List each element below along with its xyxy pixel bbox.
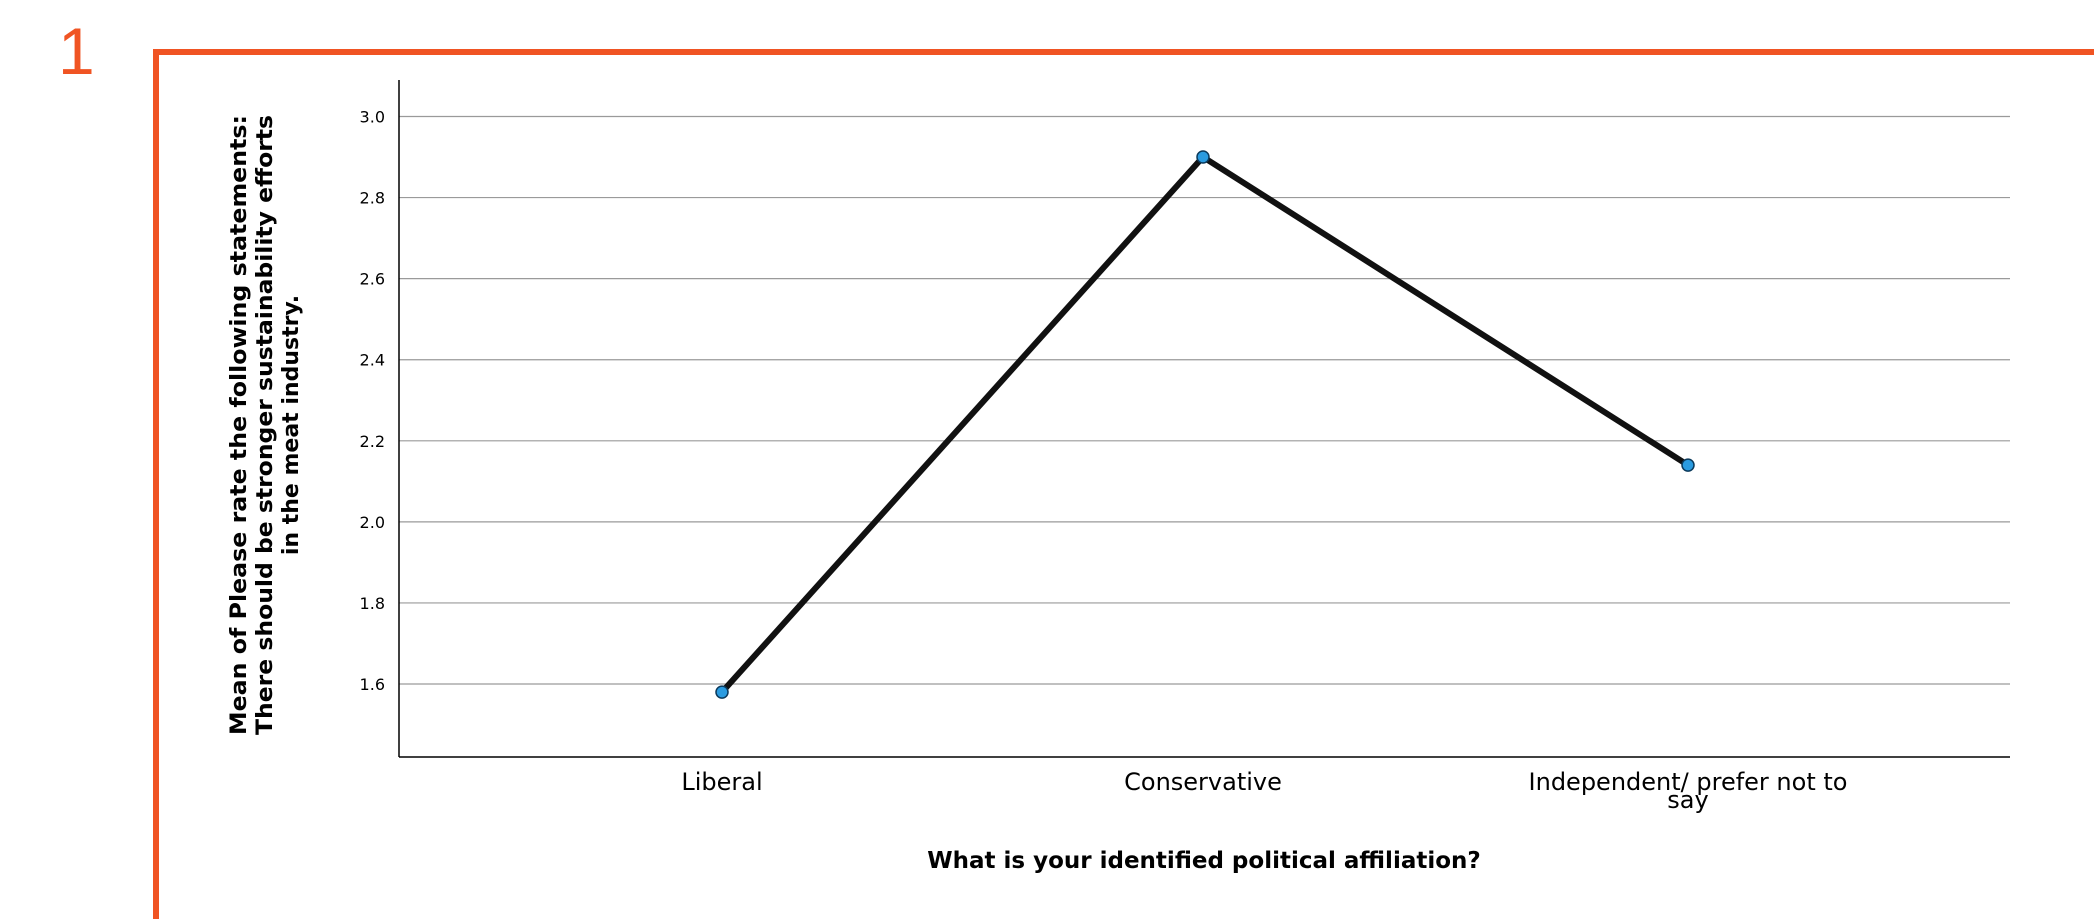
x-tick-label-line: Independent/ prefer not to	[1529, 768, 1848, 796]
slide-frame	[153, 49, 2094, 919]
y-tick-labels: 1.6 1.8 2.0 2.2 2.4 2.6 2.8 3.0	[360, 107, 385, 694]
x-tick-label-line: Liberal	[681, 768, 762, 796]
y-tick-label: 3.0	[360, 107, 385, 126]
x-tick-label-line: say	[1667, 786, 1708, 814]
y-tick-label: 1.8	[360, 594, 385, 613]
y-tick-label: 2.4	[360, 351, 385, 370]
y-tick-label: 2.6	[360, 270, 385, 289]
y-tick-label: 2.2	[360, 432, 385, 451]
x-tick-label: Liberal	[681, 768, 762, 796]
series-line	[719, 154, 1690, 695]
x-tick-labels: Liberal Conservative Independent/ prefer n…	[681, 768, 1847, 814]
y-axis-title: Mean of Please rate the following statem…	[227, 115, 304, 735]
x-tick-label: Independent/ prefer not to say	[1529, 768, 1848, 814]
gridlines	[399, 115, 2010, 685]
data-point	[1196, 150, 1210, 164]
x-tick-label-line: Conservative	[1124, 768, 1282, 796]
y-tick-label: 2.0	[360, 513, 385, 532]
y-axis-title-line: There should be stronger sustainability …	[253, 115, 278, 735]
data-point	[1681, 458, 1695, 472]
line-chart: 1.6 1.8 2.0 2.2 2.4 2.6 2.8 3.0 Liberal Conserva…	[227, 80, 2010, 874]
data-point	[715, 685, 729, 699]
y-axis-title-line: in the meat industry.	[279, 295, 304, 555]
y-tick-label: 2.8	[360, 189, 385, 208]
slide-number: 1	[58, 14, 95, 88]
x-axis-title: What is your identified political affili…	[927, 848, 1481, 874]
y-tick-label: 1.6	[360, 675, 385, 694]
y-axis-title-line: Mean of Please rate the following statem…	[227, 115, 252, 735]
series-mean	[715, 150, 1695, 699]
svg-text:Mean of Please rate the follow: Mean of Please rate the following statem…	[227, 115, 304, 735]
x-tick-label: Conservative	[1124, 768, 1282, 796]
